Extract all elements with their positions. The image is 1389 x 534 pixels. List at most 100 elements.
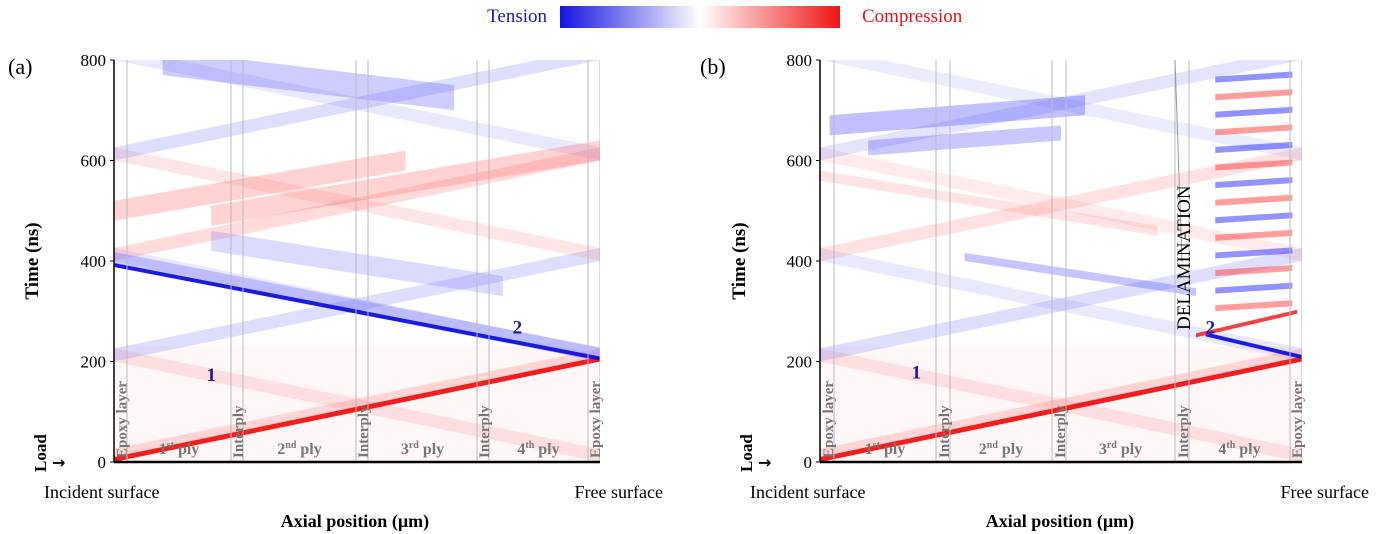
delamination-stripe: [1215, 212, 1293, 224]
ply-suffix: rd: [409, 440, 419, 451]
load-label: Load: [31, 434, 50, 472]
y-tick-label: 200: [787, 353, 813, 372]
ply-suffix: th: [1226, 440, 1235, 451]
ply-number: 1: [159, 441, 167, 458]
ply-word: ply: [419, 441, 444, 458]
legend-tension-label: Tension: [487, 6, 547, 27]
wave-band: [114, 147, 600, 261]
wave-marker-label: 2: [513, 317, 523, 338]
ply-label: 3rd ply: [401, 440, 444, 458]
zone-label-vertical: Interply: [1176, 405, 1192, 458]
reflected-tension-wave: [114, 263, 600, 361]
panel-label: (a): [8, 54, 32, 79]
wave-band: [114, 348, 600, 462]
delamination-stripe: [1215, 300, 1293, 312]
legend-compression-label: Compression: [862, 6, 963, 27]
zone-label-vertical: Interply: [356, 405, 372, 458]
y-tick-label: 600: [787, 152, 813, 171]
ply-suffix: st: [873, 440, 881, 451]
zone-label-vertical: Epoxy layer: [115, 381, 131, 458]
y-tick-label: 600: [81, 152, 107, 171]
delamination-stripe: [1215, 177, 1293, 189]
ply-number: 4: [517, 441, 525, 458]
x-axis-title: Axial position (µm): [986, 511, 1134, 532]
incident-compression-wave: [114, 356, 600, 462]
wave-band: [820, 247, 1302, 362]
incident-surface-label: Incident surface: [750, 482, 865, 502]
wave-band: [820, 147, 1302, 261]
load-arrow-icon: →: [758, 453, 771, 472]
delamination-stripe: [1215, 141, 1293, 153]
ply-number: 2: [277, 441, 285, 458]
ply-label: 1st ply: [159, 440, 200, 458]
ply-number: 3: [401, 441, 409, 458]
compression-zone: [211, 140, 600, 226]
ply-suffix: th: [525, 440, 534, 451]
y-tick-label: 800: [787, 51, 813, 70]
tension-zone: [868, 125, 1061, 156]
tension-zone: [211, 230, 503, 297]
ply-label: 4th ply: [517, 440, 559, 458]
wave-band: [114, 60, 600, 161]
ply-word: ply: [174, 441, 199, 458]
ply-word: ply: [998, 441, 1023, 458]
delamination-stripe: [1215, 124, 1293, 136]
tension-zone: [162, 60, 455, 111]
wave-band: [114, 147, 600, 261]
x-axis-title: Axial position (µm): [281, 511, 429, 532]
ply-label: 4th ply: [1218, 440, 1260, 458]
ply-label: 1st ply: [865, 440, 906, 458]
ply-label: 2nd ply: [979, 440, 1023, 458]
ply-number: 3: [1099, 441, 1107, 458]
load-label: Load: [737, 434, 756, 472]
delamination-stripe: [1215, 265, 1293, 277]
wave-marker-label: 1: [206, 365, 216, 386]
zone-label-vertical: Interply: [231, 405, 247, 458]
delamination-stripe: [1215, 229, 1293, 241]
ply-word: ply: [296, 441, 321, 458]
free-surface-label: Free surface: [1281, 482, 1369, 502]
ply-number: 4: [1218, 441, 1226, 458]
compression-zone: [820, 170, 1158, 236]
wave-band: [114, 247, 600, 362]
tension-zone: [829, 95, 1086, 136]
delamination-crack: [1174, 60, 1183, 263]
panel-label: (b): [700, 54, 726, 79]
ply-number: 2: [979, 441, 987, 458]
zone-label-vertical: Epoxy layer: [1290, 381, 1306, 458]
free-surface-label: Free surface: [575, 482, 663, 502]
delamination-stripe: [1215, 194, 1293, 206]
y-tick-label: 400: [81, 252, 107, 271]
reflected-compression-wave: [1195, 309, 1298, 338]
ply-suffix: st: [167, 440, 175, 451]
incident-compression-wave: [820, 356, 1302, 462]
ply-word: ply: [1235, 441, 1260, 458]
wave-marker-label: 2: [1206, 317, 1216, 338]
y-tick-label: 0: [804, 453, 813, 472]
ply-suffix: nd: [285, 440, 297, 451]
ply-suffix: rd: [1107, 440, 1117, 451]
wave-band: [820, 60, 1302, 161]
tension-zone: [964, 252, 1196, 297]
delamination-stripe: [1215, 71, 1293, 83]
zone-label-vertical: Interply: [937, 405, 953, 458]
y-tick-label: 800: [81, 51, 107, 70]
delamination-stripe: [1215, 159, 1293, 171]
delamination-stripe: [1215, 106, 1293, 118]
plot-area: [114, 60, 600, 462]
delamination-stripe: [1215, 89, 1293, 101]
ply-word: ply: [880, 441, 905, 458]
zone-label-vertical: Interply: [1053, 405, 1069, 458]
y-axis-title: Time (ns): [22, 222, 43, 299]
panel-b: 0 200 400 600 800 (b) Time (ns) Load → Incident s…: [700, 51, 1369, 532]
y-tick-label: 0: [98, 453, 107, 472]
load-arrow-icon: →: [52, 453, 65, 472]
panel-a: 0 200 400 600 800 (a) Time (ns) Load → Incident s…: [8, 51, 663, 532]
plot-area: [820, 60, 1302, 462]
ply-number: 1: [865, 441, 873, 458]
y-tick-label: 400: [787, 252, 813, 271]
y-tick-label: 200: [81, 353, 107, 372]
incident-surface-label: Incident surface: [44, 482, 159, 502]
ply-word: ply: [534, 441, 559, 458]
compression-zone: [114, 150, 406, 221]
